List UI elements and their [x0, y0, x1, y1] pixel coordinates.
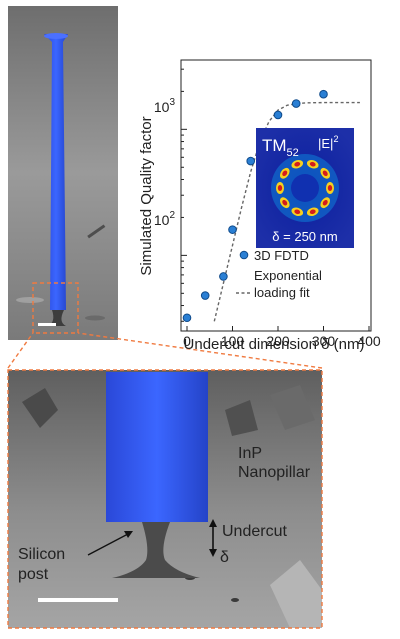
mode-inset: TM52 |E|2 δ = 250 nm	[256, 128, 354, 248]
mode-lobe-peak	[322, 170, 328, 177]
sem-debris	[225, 400, 258, 436]
data-point	[319, 89, 328, 99]
y-axis-tick-labels: 102 103	[154, 97, 176, 228]
data-point	[228, 225, 237, 234]
scale-bar-top	[38, 323, 56, 326]
sem-debris	[85, 315, 105, 321]
x-axis-tick-labels: 0 100 200 300 400	[183, 333, 381, 349]
exponential-fit-line	[213, 101, 360, 322]
legend-label-fit-1: Exponential	[254, 268, 322, 283]
x-tick-label: 0	[183, 333, 191, 349]
quality-factor-chart: 102 103 0 100 200 300 400 Undercut dimension…	[138, 59, 381, 353]
mode-lobe-peak	[327, 185, 333, 191]
sem-debris	[270, 560, 322, 628]
nanopillar-top	[44, 34, 68, 310]
legend-label-fdtd: 3D FDTD	[254, 248, 309, 263]
field-label: |E|2	[318, 134, 338, 151]
silicon-post-top	[48, 310, 66, 326]
mode-lobes	[271, 154, 339, 222]
mode-lobe-peak	[282, 199, 288, 206]
label-undercut: Undercut	[222, 523, 287, 540]
nanopillar-tip	[44, 33, 68, 39]
y-tick-exp: 2	[169, 210, 175, 221]
data-point	[291, 99, 301, 108]
legend: 3D FDTD Exponential loading fit	[236, 248, 322, 300]
label-delta: δ	[220, 549, 229, 566]
delta-value-label: δ = 250 nm	[272, 229, 337, 244]
zoom-connector-right	[77, 332, 323, 369]
x-tick-label: 100	[221, 333, 245, 349]
silicon-post-arrow	[87, 533, 129, 556]
mode-lobe-peak	[277, 185, 283, 191]
sem-debris	[22, 388, 58, 428]
y-tick-label-1e3: 103	[154, 97, 176, 115]
legend-marker-fdtd	[239, 250, 249, 260]
data-point	[273, 110, 283, 120]
nanopillar-bottom	[106, 372, 208, 522]
undercut-arrow-head-down	[209, 549, 217, 557]
sem-debris	[87, 224, 106, 239]
label-inp: InP	[238, 445, 262, 462]
silicon-post-arrow-head	[124, 531, 133, 538]
x-axis-ticks	[186, 326, 370, 331]
mode-lobe-peak	[294, 209, 301, 215]
y-axis-label: Simulated Quality factor	[138, 116, 155, 275]
scale-bar-bottom	[38, 598, 118, 602]
zoom-connector-left	[7, 332, 34, 369]
label-silicon: Silicon	[18, 546, 65, 563]
y-axis-ticks	[181, 68, 187, 322]
x-tick-label: 200	[266, 333, 290, 349]
y-tick-base: 10	[154, 99, 170, 115]
x-tick-label: 300	[312, 333, 336, 349]
mode-lobe-peak	[294, 161, 301, 167]
sem-panel-bottom: InP Nanopillar Undercut δ Silicon post	[8, 370, 322, 628]
sem-debris	[270, 385, 315, 430]
undercut-arrow-head-up	[209, 519, 217, 527]
legend-label-fit-2: loading fit	[254, 285, 310, 300]
x-axis-label: Undercut dimension δ (nm)	[184, 336, 365, 353]
data-point	[246, 156, 255, 166]
label-nanopillar: Nanopillar	[238, 464, 311, 481]
mode-lobe-peak	[309, 161, 316, 167]
y-tick-exp: 3	[169, 97, 175, 108]
sem-debris	[231, 598, 239, 602]
data-point	[219, 272, 228, 281]
data-point	[200, 291, 210, 300]
x-tick-label: 400	[357, 333, 381, 349]
fdtd-points	[182, 89, 328, 323]
y-tick-label-1e2: 102	[154, 210, 176, 228]
mode-lobe-peak	[282, 170, 288, 177]
mode-label: TM52	[262, 136, 299, 159]
mode-lobe-peak	[309, 209, 316, 215]
y-tick-base: 10	[154, 212, 170, 228]
zoom-box	[32, 282, 79, 334]
mode-lobe-peak	[322, 199, 328, 206]
silicon-post	[112, 522, 200, 578]
sem-panel-top	[8, 6, 118, 340]
svg-text:102: 102	[154, 210, 176, 228]
zoom-box-bottom	[7, 369, 323, 629]
label-post: post	[18, 566, 49, 583]
sem-debris	[16, 297, 44, 303]
svg-text:103: 103	[154, 97, 176, 115]
mode-core	[291, 174, 319, 202]
data-point	[182, 313, 192, 323]
